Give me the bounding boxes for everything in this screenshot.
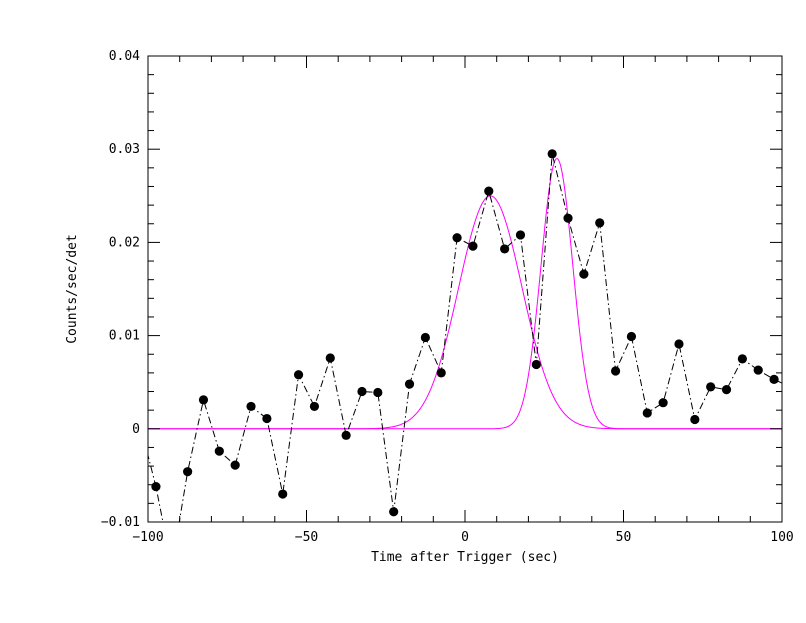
data-point — [151, 481, 161, 492]
data-point — [579, 269, 589, 279]
y-tick-label: 0.01 — [109, 329, 140, 344]
data-point — [341, 430, 351, 440]
data-point — [262, 413, 272, 424]
data-point — [484, 186, 494, 196]
y-tick-label: 0.04 — [109, 49, 140, 64]
data-point — [452, 233, 462, 243]
x-tick-label: 100 — [770, 530, 793, 545]
data-point — [737, 354, 747, 364]
x-tick-label: −50 — [295, 530, 318, 545]
data-point — [230, 460, 240, 470]
y-tick-label: 0.02 — [109, 235, 140, 250]
data-point — [246, 401, 256, 412]
data-point — [198, 395, 209, 405]
axes — [147, 55, 783, 523]
data-point — [373, 387, 383, 398]
gaussian-fit-curve-2 — [148, 157, 782, 430]
data-point — [389, 507, 399, 517]
data-point — [420, 332, 430, 343]
data-point — [642, 408, 652, 418]
data-point — [436, 368, 446, 378]
data-point — [183, 467, 193, 477]
data-point — [595, 218, 605, 228]
y-tick-label: −0.01 — [101, 515, 140, 530]
x-tick-label: −100 — [132, 530, 163, 545]
data-point — [325, 353, 335, 363]
data-point — [309, 401, 320, 412]
data-point — [721, 385, 732, 395]
data-series-line — [148, 153, 782, 522]
tick-labels: −100 −50 0 50 100 −0.01 0 0.01 0.02 0.03 0.04 — [101, 49, 794, 545]
data-point — [515, 230, 526, 240]
y-axis-title: Counts/sec/det — [65, 234, 80, 344]
data-point — [769, 374, 779, 384]
data-point — [563, 213, 573, 223]
data-point — [278, 489, 288, 499]
y-tick-label: 0.03 — [109, 142, 140, 157]
y-tick-label: 0 — [132, 422, 140, 437]
x-tick-label: 50 — [616, 530, 632, 545]
data-point — [500, 244, 510, 254]
x-tick-label: 0 — [461, 530, 469, 545]
data-point — [674, 339, 684, 349]
x-axis-title: Time after Trigger (sec) — [371, 550, 559, 565]
plot-frame — [147, 55, 783, 523]
data-point — [547, 149, 557, 159]
data-point — [753, 365, 763, 375]
data-point — [468, 241, 478, 251]
data-point — [690, 414, 700, 425]
data-point — [293, 370, 304, 380]
data-point — [531, 359, 541, 370]
data-point — [610, 366, 621, 376]
data-point — [658, 398, 668, 408]
data-point — [404, 379, 415, 389]
data-point — [357, 386, 367, 397]
data-point — [706, 382, 716, 392]
data-point — [626, 331, 637, 342]
plot-area — [148, 149, 782, 522]
data-point — [214, 446, 224, 456]
